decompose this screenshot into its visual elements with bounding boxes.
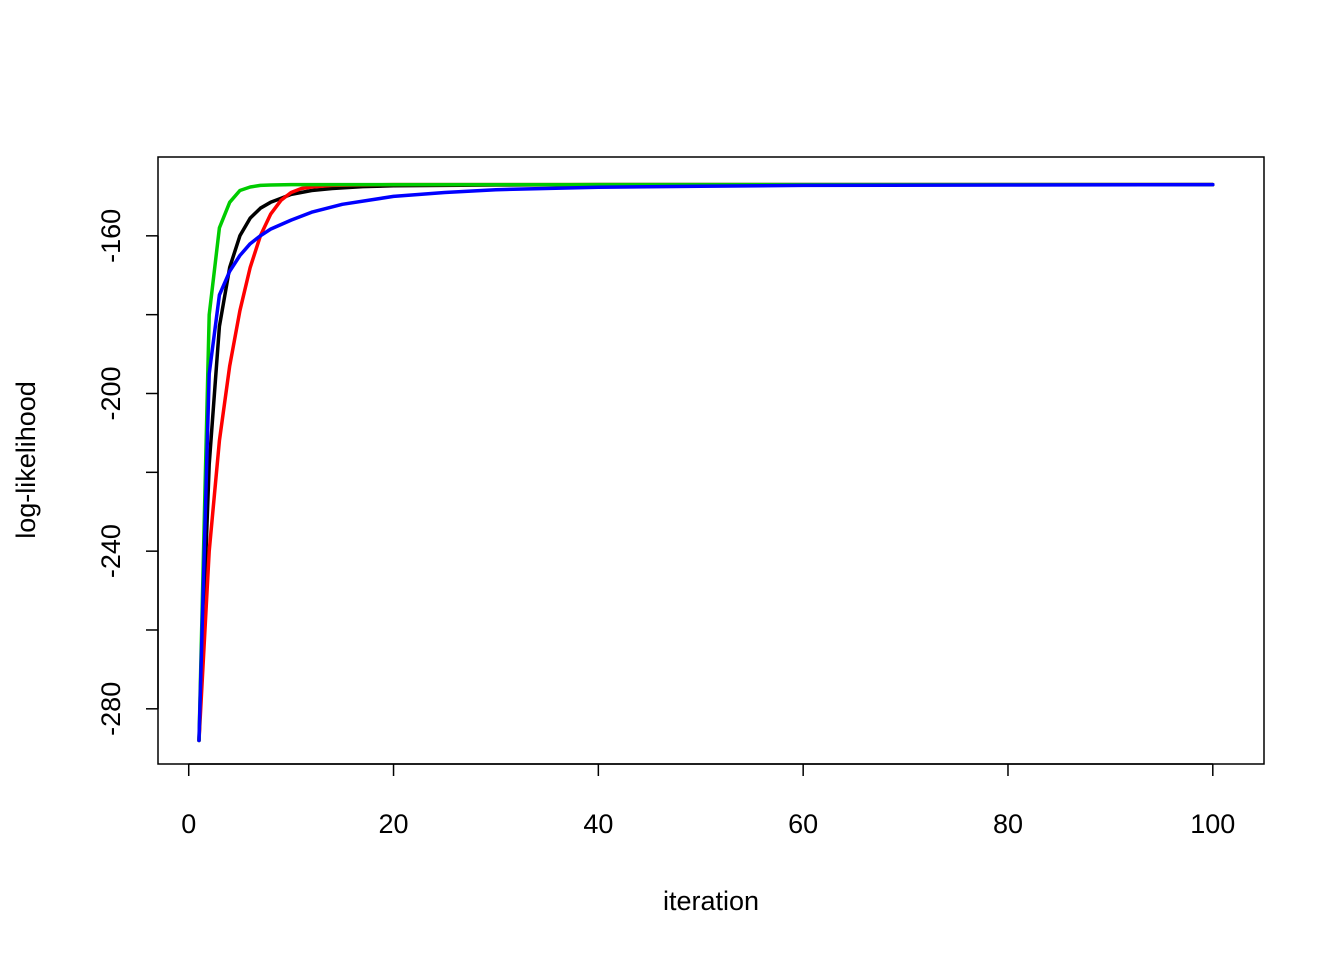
y-tick-label: -200 — [96, 366, 126, 420]
x-axis: 0 20 40 60 80 100 — [181, 763, 1235, 839]
series-line-1 — [197, 182, 1215, 743]
x-tick-label: 60 — [788, 809, 818, 839]
x-tick-label: 40 — [583, 809, 613, 839]
series-line-2 — [197, 182, 1215, 743]
y-axis-title: log-likelihood — [11, 381, 41, 539]
plot-frame — [157, 156, 1265, 765]
x-tick-label: 80 — [993, 809, 1023, 839]
y-axis: -280 -240 -200 -160 — [96, 209, 159, 736]
x-tick-label: 0 — [181, 809, 196, 839]
x-tick-label: 20 — [379, 809, 409, 839]
y-tick-label: -240 — [96, 524, 126, 578]
x-tick-label: 100 — [1190, 809, 1235, 839]
series-line-3 — [197, 182, 1215, 743]
series-layer — [197, 182, 1215, 743]
y-tick-label: -160 — [96, 209, 126, 263]
series-line-4 — [197, 182, 1215, 743]
x-axis-title: iteration — [663, 886, 759, 916]
y-tick-label: -280 — [96, 682, 126, 736]
